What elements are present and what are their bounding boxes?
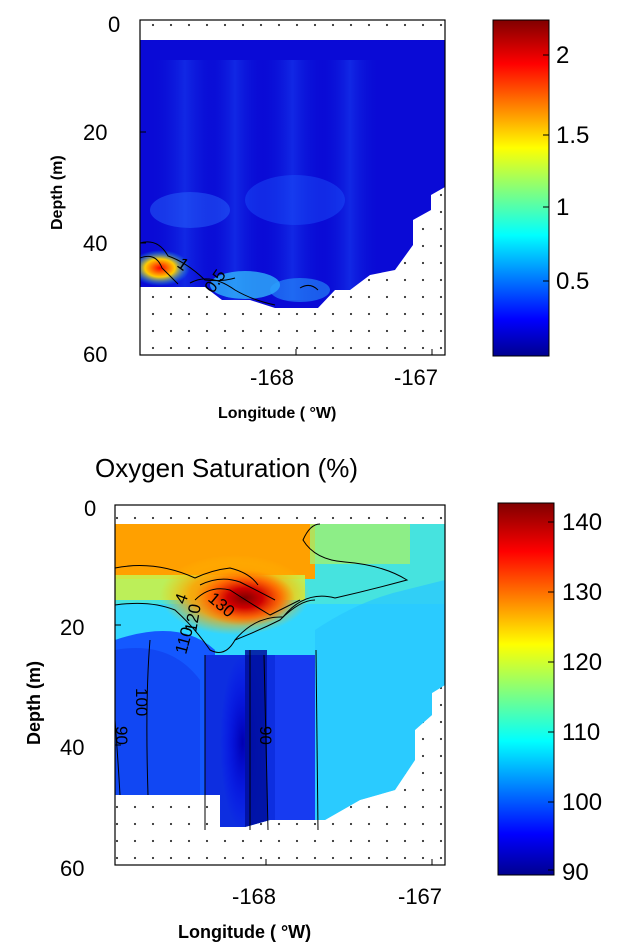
colorbar-2-ticks <box>548 521 554 871</box>
colorbar-1-tick-1: 1 <box>556 194 569 221</box>
plot2-xtick-168: -168 <box>232 884 276 909</box>
plot2-contour-label-90b: 90 <box>256 726 275 745</box>
plot1-field <box>140 40 445 308</box>
plot2-contours <box>114 523 409 831</box>
panel-1: 1 0.5 0 20 40 60 -168 -167 Longitude ( °… <box>49 12 589 422</box>
panel-2: Oxygen Saturation (%) <box>24 453 602 942</box>
plot1-contours <box>139 241 319 306</box>
colorbar-2-tick-100: 100 <box>562 789 602 816</box>
plot2-contour-label-100: 100 <box>132 688 151 716</box>
colorbar-2-tick-130: 130 <box>562 579 602 606</box>
plot1-xtick-168: -168 <box>250 365 294 390</box>
plot2-ytick-20: 20 <box>60 615 84 640</box>
plot2-field <box>115 524 445 827</box>
plot2-contour-label-90a: 90 <box>112 726 131 745</box>
plot2-contour-label-120: 120 <box>181 602 205 633</box>
plot2-ticks <box>115 624 433 865</box>
colorbar-1-tick-0.5: 0.5 <box>556 268 589 295</box>
plot1-ytick-60: 60 <box>83 342 107 367</box>
plot1-ylabel: Depth (m) <box>49 155 66 230</box>
plot1-ticks <box>140 131 433 355</box>
colorbar-2-tick-140: 140 <box>562 509 602 536</box>
colorbar-1 <box>492 19 550 357</box>
colorbar-1-tick-1.5: 1.5 <box>556 122 589 149</box>
plot1-ytick-0: 0 <box>108 12 120 37</box>
plot1-ytick-40: 40 <box>83 231 107 256</box>
plot2-ytick-60: 60 <box>60 856 84 881</box>
colorbar-2-tick-90: 90 <box>562 859 589 886</box>
plot2-axes-box <box>114 504 446 866</box>
colorbar-2-tick-110: 110 <box>562 719 600 746</box>
plot1-axes-box <box>139 19 446 356</box>
colorbar-2 <box>497 502 555 876</box>
plot2-ytick-40: 40 <box>60 735 84 760</box>
plot1-xtick-167: -167 <box>394 365 438 390</box>
plot2-xlabel: Longitude ( °W) <box>178 922 311 942</box>
plot2-xtick-167: -167 <box>398 884 442 909</box>
plot2-title: Oxygen Saturation (%) <box>95 453 358 483</box>
plot1-xlabel: Longitude ( °W) <box>218 405 336 422</box>
colorbar-2-tick-120: 120 <box>562 649 602 676</box>
colorbar-1-ticks <box>543 54 549 282</box>
plot1-ytick-20: 20 <box>83 120 107 145</box>
plot2-ytick-0: 0 <box>84 496 96 521</box>
plot2-ylabel: Depth (m) <box>24 661 44 745</box>
colorbar-1-tick-2: 2 <box>556 42 569 69</box>
